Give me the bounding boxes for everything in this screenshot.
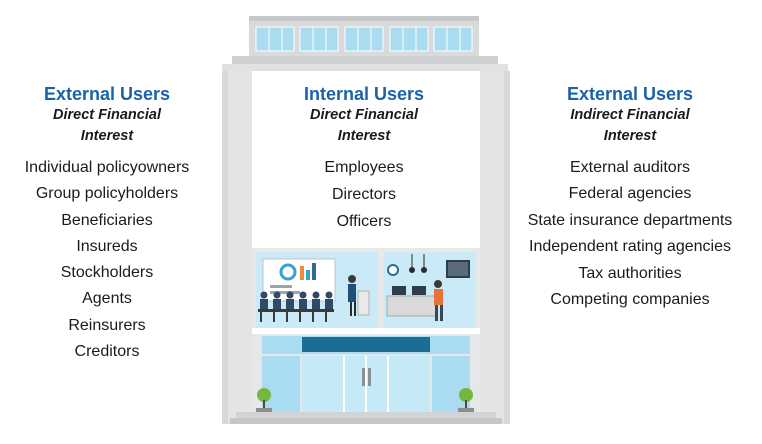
list-item: Group policyholders: [35, 185, 179, 203]
external-users-direct-column: External Users Direct Financial Interest…: [7, 83, 207, 365]
tree-icon: [458, 388, 474, 412]
list-item: Agents: [82, 290, 132, 308]
list-item: External auditors: [569, 159, 691, 176]
meeting-room-illustration: [258, 258, 370, 322]
column-title: External Users: [566, 84, 694, 104]
user-list: Individual policyowners Group policyhold…: [7, 155, 207, 365]
column-subtitle-line2: Interest: [337, 128, 391, 144]
external-users-indirect-column: External Users Indirect Financial Intere…: [515, 83, 745, 313]
tree-icon: [256, 388, 272, 412]
list-item: Directors: [331, 185, 396, 203]
column-title: Internal Users: [303, 84, 425, 104]
list-item: Insureds: [76, 237, 138, 255]
list-item: Employees: [324, 159, 404, 176]
list-item: Reinsurers: [68, 316, 146, 334]
column-subtitle-line1: Indirect Financial: [570, 107, 690, 123]
list-item: Tax authorities: [578, 264, 682, 282]
list-item: Independent rating agencies: [529, 238, 731, 256]
reception-illustration: [386, 254, 470, 321]
column-subtitle-line1: Direct Financial: [310, 107, 418, 123]
list-item: Individual policyowners: [24, 159, 190, 176]
user-list: Employees Directors Officers: [263, 155, 465, 235]
list-item: Stockholders: [60, 264, 154, 282]
column-subtitle-line2: Interest: [603, 128, 657, 144]
column-subtitle-line2: Interest: [80, 128, 134, 144]
user-list: External auditors Federal agencies State…: [515, 155, 745, 313]
internal-users-column: Internal Users Direct Financial Interest…: [263, 83, 465, 235]
list-item: Officers: [336, 212, 392, 230]
list-item: Federal agencies: [568, 185, 692, 203]
list-item: Competing companies: [550, 291, 710, 309]
list-item: Creditors: [74, 343, 140, 361]
list-item: State insurance departments: [527, 211, 733, 229]
column-title: External Users: [43, 84, 171, 104]
list-item: Beneficiaries: [61, 211, 153, 229]
column-subtitle-line1: Direct Financial: [53, 107, 161, 123]
